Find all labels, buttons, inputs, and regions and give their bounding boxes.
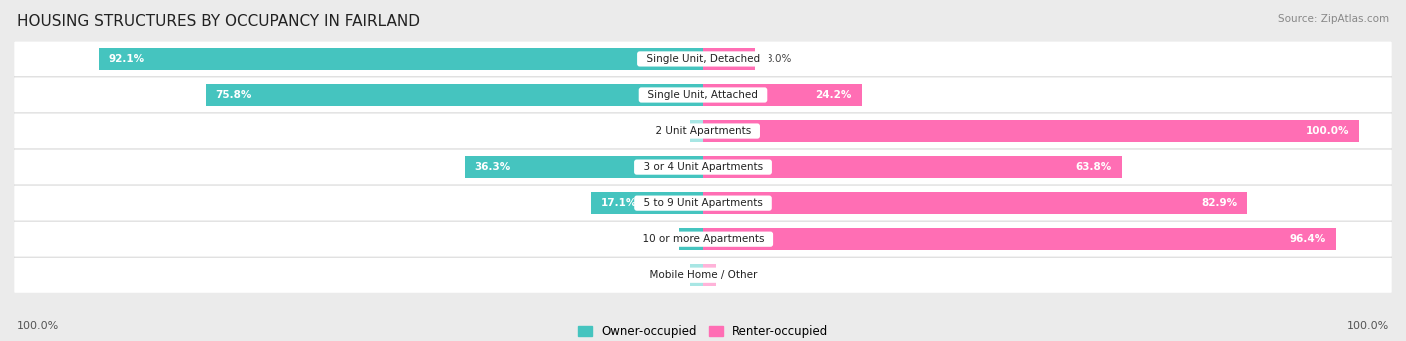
FancyBboxPatch shape: [14, 41, 1392, 77]
FancyBboxPatch shape: [14, 257, 1392, 293]
Text: 17.1%: 17.1%: [600, 198, 637, 208]
Bar: [703, 156, 1122, 178]
Bar: [690, 264, 703, 286]
FancyBboxPatch shape: [14, 149, 1392, 185]
Text: 82.9%: 82.9%: [1201, 198, 1237, 208]
Text: 8.0%: 8.0%: [765, 54, 792, 64]
Text: 10 or more Apartments: 10 or more Apartments: [636, 234, 770, 244]
Bar: [703, 84, 862, 106]
Text: 36.3%: 36.3%: [475, 162, 510, 172]
Text: 63.8%: 63.8%: [1076, 162, 1112, 172]
Text: Mobile Home / Other: Mobile Home / Other: [643, 270, 763, 280]
Bar: [690, 120, 703, 142]
Text: 2 Unit Apartments: 2 Unit Apartments: [648, 126, 758, 136]
FancyBboxPatch shape: [14, 221, 1392, 257]
Bar: [591, 192, 703, 214]
Text: 75.8%: 75.8%: [215, 90, 252, 100]
Text: Single Unit, Detached: Single Unit, Detached: [640, 54, 766, 64]
Text: HOUSING STRUCTURES BY OCCUPANCY IN FAIRLAND: HOUSING STRUCTURES BY OCCUPANCY IN FAIRL…: [17, 14, 420, 29]
Text: Source: ZipAtlas.com: Source: ZipAtlas.com: [1278, 14, 1389, 24]
FancyBboxPatch shape: [14, 77, 1392, 113]
Bar: [703, 48, 755, 70]
Text: 5 to 9 Unit Apartments: 5 to 9 Unit Apartments: [637, 198, 769, 208]
Text: 24.2%: 24.2%: [815, 90, 852, 100]
Text: 3.6%: 3.6%: [643, 234, 669, 244]
Text: 0.0%: 0.0%: [657, 270, 683, 280]
Text: 100.0%: 100.0%: [1306, 126, 1350, 136]
Text: 100.0%: 100.0%: [1347, 321, 1389, 331]
Text: 92.1%: 92.1%: [108, 54, 145, 64]
FancyBboxPatch shape: [14, 185, 1392, 221]
Legend: Owner-occupied, Renter-occupied: Owner-occupied, Renter-occupied: [572, 321, 834, 341]
Text: 3 or 4 Unit Apartments: 3 or 4 Unit Apartments: [637, 162, 769, 172]
Text: 0.0%: 0.0%: [657, 126, 683, 136]
Bar: [703, 264, 716, 286]
Text: 96.4%: 96.4%: [1289, 234, 1326, 244]
Bar: [465, 156, 703, 178]
FancyBboxPatch shape: [14, 113, 1392, 149]
Bar: [703, 120, 1360, 142]
Bar: [98, 48, 703, 70]
Bar: [679, 228, 703, 250]
Bar: [205, 84, 703, 106]
Text: Single Unit, Attached: Single Unit, Attached: [641, 90, 765, 100]
Text: 0.0%: 0.0%: [723, 270, 749, 280]
Bar: [703, 228, 1336, 250]
Bar: [703, 192, 1247, 214]
Text: 100.0%: 100.0%: [17, 321, 59, 331]
